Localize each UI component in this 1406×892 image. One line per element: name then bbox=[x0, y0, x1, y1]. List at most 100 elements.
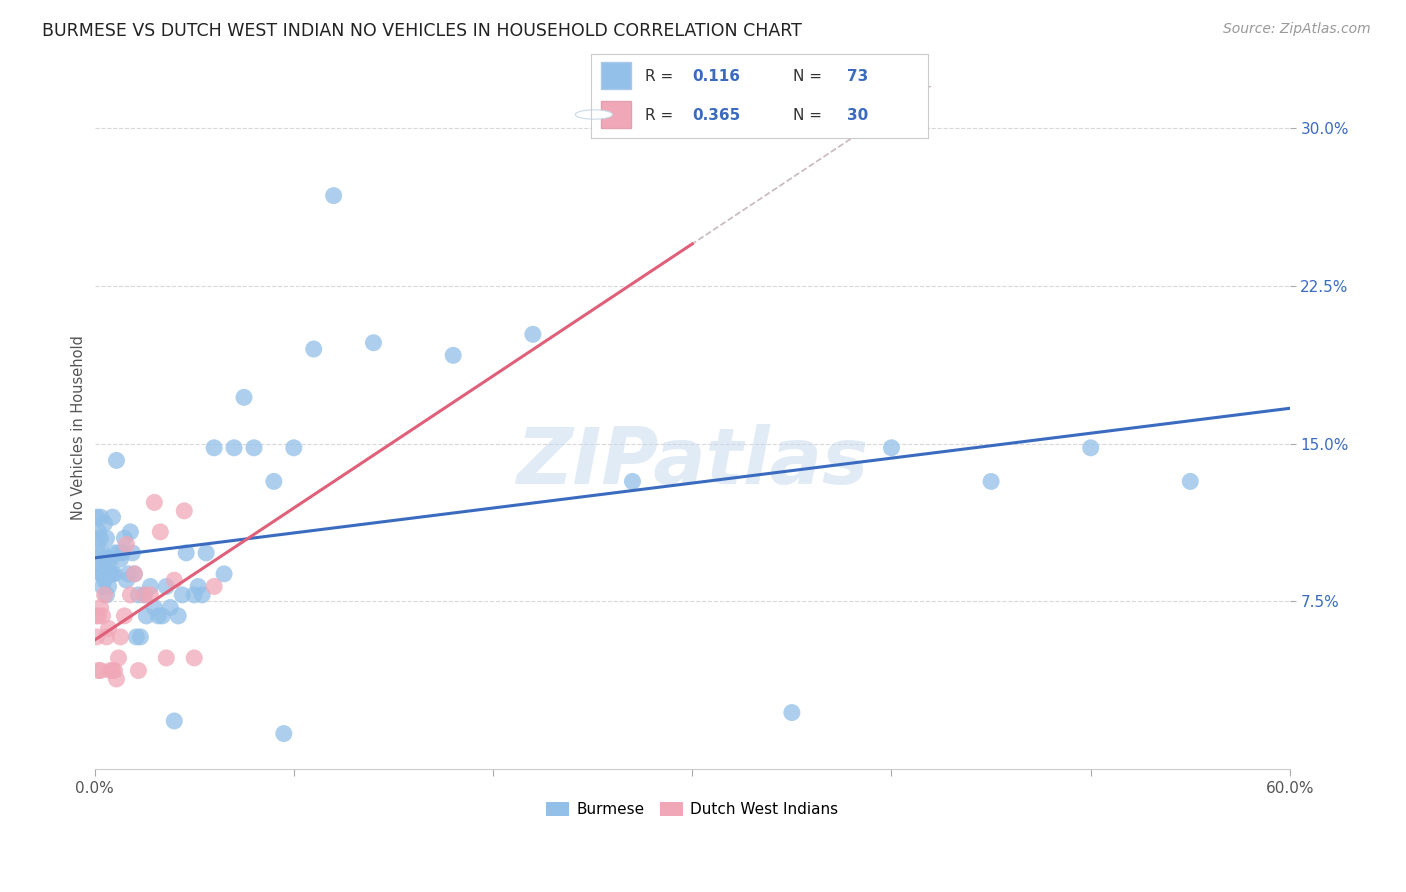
Point bbox=[139, 588, 162, 602]
Point bbox=[120, 524, 142, 539]
FancyBboxPatch shape bbox=[600, 101, 631, 128]
Point bbox=[100, 664, 122, 678]
Point bbox=[134, 588, 156, 602]
Point bbox=[96, 588, 118, 602]
Point bbox=[143, 495, 166, 509]
Point bbox=[86, 608, 108, 623]
Point bbox=[93, 573, 115, 587]
FancyBboxPatch shape bbox=[600, 62, 631, 89]
Point bbox=[97, 552, 120, 566]
Point bbox=[111, 546, 134, 560]
Point bbox=[195, 546, 218, 560]
Point bbox=[91, 566, 114, 581]
Point bbox=[183, 651, 205, 665]
Point bbox=[86, 510, 108, 524]
Y-axis label: No Vehicles in Household: No Vehicles in Household bbox=[72, 335, 86, 520]
Point bbox=[129, 630, 152, 644]
Point bbox=[97, 579, 120, 593]
Point bbox=[187, 579, 209, 593]
Point bbox=[172, 588, 194, 602]
Point bbox=[101, 566, 124, 581]
Point bbox=[90, 600, 112, 615]
Point bbox=[880, 441, 903, 455]
Point bbox=[163, 573, 186, 587]
Point bbox=[191, 588, 214, 602]
Circle shape bbox=[575, 110, 613, 120]
Point bbox=[263, 475, 285, 489]
Point bbox=[114, 608, 136, 623]
Point bbox=[155, 651, 177, 665]
Text: BURMESE VS DUTCH WEST INDIAN NO VEHICLES IN HOUSEHOLD CORRELATION CHART: BURMESE VS DUTCH WEST INDIAN NO VEHICLES… bbox=[42, 22, 801, 40]
Point bbox=[91, 579, 114, 593]
Point bbox=[107, 651, 129, 665]
Point bbox=[125, 630, 148, 644]
Point bbox=[222, 441, 245, 455]
Text: 30: 30 bbox=[846, 108, 869, 123]
Point bbox=[86, 531, 108, 545]
Point bbox=[283, 441, 305, 455]
Point bbox=[441, 348, 464, 362]
Point bbox=[159, 600, 181, 615]
Point bbox=[93, 588, 115, 602]
Text: Source: ZipAtlas.com: Source: ZipAtlas.com bbox=[1223, 22, 1371, 37]
Point bbox=[90, 664, 112, 678]
Point bbox=[183, 588, 205, 602]
Point bbox=[212, 566, 235, 581]
Point bbox=[87, 524, 110, 539]
Point bbox=[149, 524, 172, 539]
Point bbox=[135, 608, 157, 623]
Point bbox=[91, 546, 114, 560]
Point bbox=[114, 531, 136, 545]
Point bbox=[127, 664, 149, 678]
Point bbox=[980, 475, 1002, 489]
Point bbox=[103, 664, 125, 678]
Point bbox=[120, 588, 142, 602]
Point bbox=[96, 630, 118, 644]
Point bbox=[127, 588, 149, 602]
Text: R =: R = bbox=[644, 69, 678, 84]
Point bbox=[97, 622, 120, 636]
Point bbox=[87, 608, 110, 623]
Text: ZIPatlas: ZIPatlas bbox=[516, 424, 869, 500]
Point bbox=[105, 453, 128, 467]
Point bbox=[91, 608, 114, 623]
Point bbox=[139, 579, 162, 593]
Legend: Burmese, Dutch West Indians: Burmese, Dutch West Indians bbox=[540, 796, 845, 823]
Text: 0.365: 0.365 bbox=[692, 108, 740, 123]
Point bbox=[621, 475, 644, 489]
Point bbox=[1080, 441, 1102, 455]
Point bbox=[100, 552, 122, 566]
Point bbox=[174, 546, 197, 560]
Point bbox=[173, 504, 195, 518]
Point bbox=[101, 510, 124, 524]
Point bbox=[121, 546, 143, 560]
Point bbox=[117, 566, 139, 581]
Point bbox=[150, 608, 173, 623]
Point bbox=[110, 552, 132, 566]
Point bbox=[243, 441, 266, 455]
Point bbox=[134, 588, 156, 602]
Point bbox=[100, 566, 122, 581]
Point bbox=[155, 579, 177, 593]
Point bbox=[87, 546, 110, 560]
Point bbox=[107, 546, 129, 560]
Text: N =: N = bbox=[793, 108, 827, 123]
Point bbox=[115, 573, 138, 587]
Point bbox=[90, 531, 112, 545]
Point bbox=[110, 630, 132, 644]
Text: 0.116: 0.116 bbox=[692, 69, 740, 84]
Point bbox=[86, 630, 108, 644]
Point bbox=[115, 537, 138, 551]
Point bbox=[90, 510, 112, 524]
Point bbox=[302, 342, 325, 356]
Point bbox=[163, 714, 186, 728]
Text: R =: R = bbox=[644, 108, 678, 123]
Point bbox=[1180, 475, 1202, 489]
Point bbox=[101, 664, 124, 678]
Point bbox=[273, 726, 295, 740]
Point bbox=[363, 335, 385, 350]
Text: 73: 73 bbox=[846, 69, 869, 84]
Point bbox=[202, 441, 225, 455]
Point bbox=[167, 608, 190, 623]
Point bbox=[87, 664, 110, 678]
